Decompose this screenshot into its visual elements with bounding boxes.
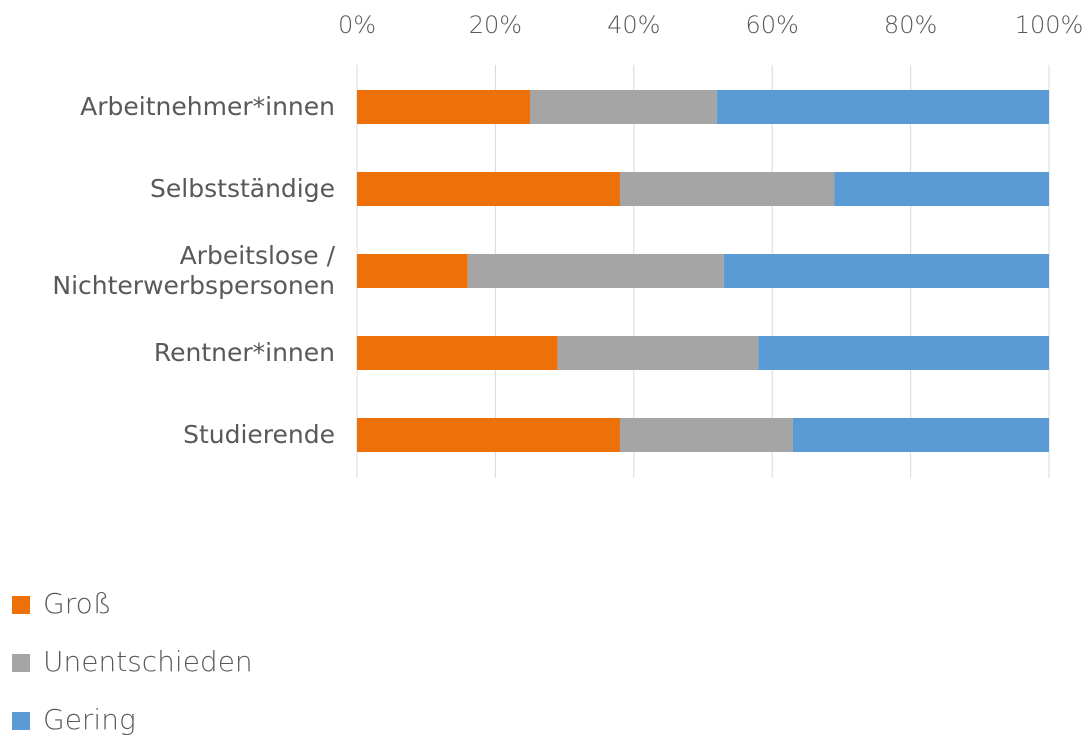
bar-segment: [357, 418, 620, 452]
legend-swatch: [12, 596, 30, 614]
bar-segment: [357, 254, 468, 288]
category-label: Rentner*innen: [153, 338, 335, 367]
bar-segment: [723, 254, 1049, 288]
bar-segment: [357, 336, 558, 370]
bar-segment: [716, 90, 1049, 124]
category-label: Arbeitslose / Nichterwerbspersonen: [52, 241, 335, 300]
legend-label: Groß: [43, 587, 112, 620]
x-tick-label: 100%: [1015, 11, 1084, 39]
bar-segment: [557, 336, 759, 370]
x-tick-label: 80%: [884, 11, 937, 39]
category-label: Arbeitnehmer*innen: [80, 92, 335, 121]
legend-swatch: [12, 712, 30, 730]
category-label: Studierende: [183, 420, 335, 449]
legend-label: Unentschieden: [43, 645, 253, 678]
x-tick-label: 40%: [607, 11, 660, 39]
bar-segment: [530, 90, 717, 124]
bar-segment: [357, 172, 620, 206]
legend-label: Gering: [43, 703, 136, 736]
bar-segment: [792, 418, 1049, 452]
x-tick-label: 60%: [746, 11, 799, 39]
category-label: Selbstständige: [150, 174, 335, 203]
bar-segment: [619, 418, 793, 452]
bar-segment: [758, 336, 1049, 370]
legend-swatch: [12, 654, 30, 672]
bar-segment: [357, 90, 530, 124]
bar-segment: [834, 172, 1049, 206]
x-tick-label: 20%: [469, 11, 522, 39]
bar-segment: [467, 254, 724, 288]
bar-segment: [619, 172, 835, 206]
x-tick-label: 0%: [338, 11, 376, 39]
